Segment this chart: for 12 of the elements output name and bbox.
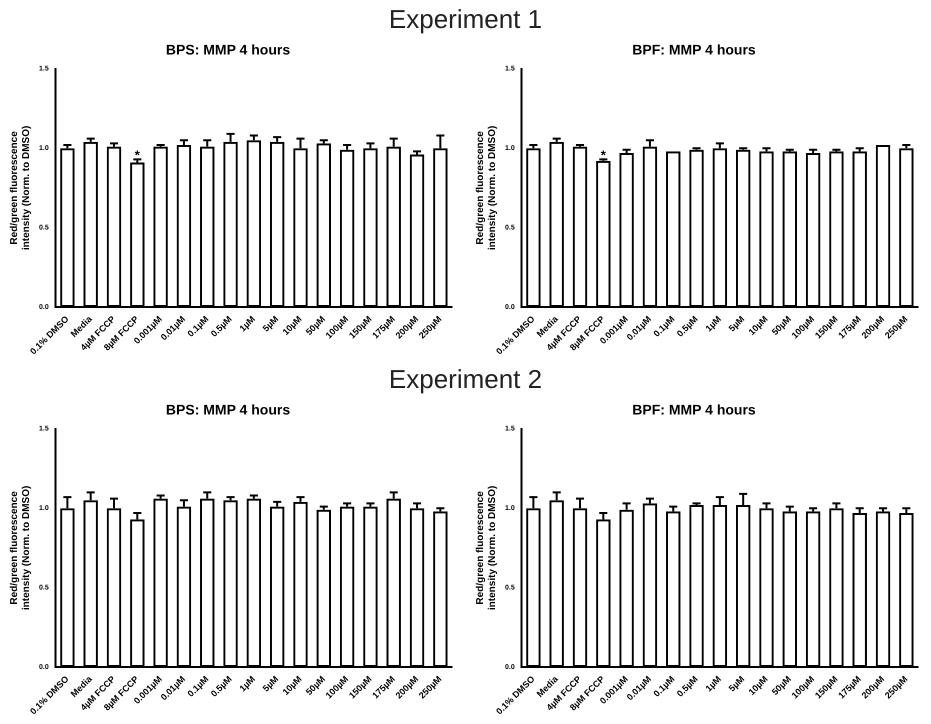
y-axis-title: Red/green fluorescence intensity (Norm. to DMSO) (474, 486, 498, 610)
y-axis-title: Red/green fluorescence intensity (Norm. to DMSO) (474, 126, 498, 250)
chart-title: BPS: MMP 4 hours (166, 401, 290, 418)
chart-title: BPF: MMP 4 hours (632, 401, 756, 418)
text: Experiment 2 (388, 363, 544, 396)
annotation: * (134, 148, 141, 163)
y-axis-title: Red/green fluorescence intensity (Norm. to DMSO) (8, 486, 32, 610)
chart-title: BPS: MMP 4 hours (166, 41, 290, 58)
text: Experiment 1 (388, 3, 544, 36)
annotation: * (600, 148, 607, 163)
y-axis-title: Red/green fluorescence intensity (Norm. to DMSO) (8, 126, 32, 250)
chart-title: BPF: MMP 4 hours (632, 41, 756, 58)
